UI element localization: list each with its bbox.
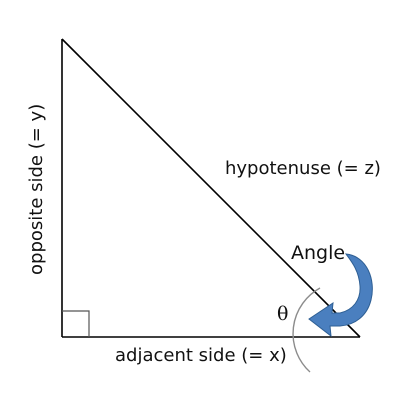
theta-symbol: θ xyxy=(277,303,288,325)
right-angle-marker xyxy=(62,310,90,337)
angle-label: Angle xyxy=(291,242,345,264)
hypotenuse-line xyxy=(61,38,361,338)
angle-arrow-icon xyxy=(308,253,373,338)
adjacent-side-label: adjacent side (= x) xyxy=(115,345,287,366)
angle-arc xyxy=(292,287,321,373)
opposite-side-label: opposite side (= y) xyxy=(26,104,47,275)
hypotenuse-label: hypotenuse (= z) xyxy=(225,158,381,179)
